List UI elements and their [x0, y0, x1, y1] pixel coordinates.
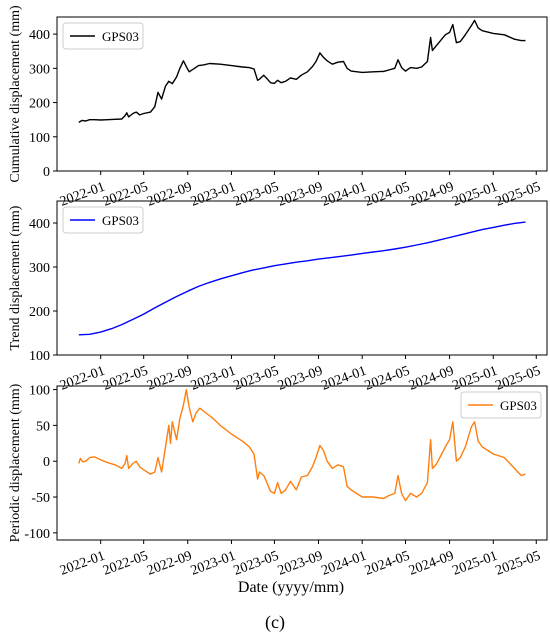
- x-tick-label: 2025-05: [494, 180, 543, 210]
- x-tick-label: 2023-01: [189, 549, 238, 579]
- x-tick-label: 2024-01: [320, 364, 369, 394]
- axes-frame: [56, 200, 548, 356]
- axes-frame: [56, 385, 548, 541]
- series-line-gps03: [78, 19, 526, 123]
- figure-caption: (c): [265, 612, 285, 633]
- x-tick-label: 2022-05: [101, 180, 150, 210]
- x-tick-label: 2023-01: [189, 364, 238, 394]
- y-tick-label: 200: [29, 97, 50, 112]
- x-tick-label: 2023-05: [232, 180, 281, 210]
- y-tick-label: 400: [29, 217, 50, 232]
- series-line-gps03: [78, 388, 526, 502]
- y-tick-label: 100: [29, 131, 50, 146]
- y-axis-label: Cumulative displacement (mm): [8, 5, 23, 183]
- x-tick-label: 2023-05: [232, 364, 281, 394]
- y-tick-label: 100: [29, 384, 50, 399]
- y-tick-label: 300: [29, 261, 50, 276]
- y-axis-label: Trend displacement (mm): [8, 205, 23, 350]
- y-tick-label: 50: [36, 419, 50, 434]
- y-tick-label: 0: [43, 455, 50, 470]
- x-tick-label: 2024-05: [363, 180, 412, 210]
- x-tick-label: 2022-09: [145, 549, 194, 579]
- x-tick-label: 2023-05: [232, 549, 281, 579]
- x-tick-label: 2024-01: [320, 549, 369, 579]
- legend-box: [62, 22, 144, 50]
- x-tick-label: 2024-01: [320, 180, 369, 210]
- x-axis-label: Date (yyyy/mm): [238, 579, 344, 596]
- y-tick-label: 400: [29, 28, 50, 43]
- y-tick-label: -50: [31, 491, 50, 506]
- x-tick-label: 2023-01: [189, 180, 238, 210]
- x-tick-label: 2022-01: [58, 549, 107, 579]
- x-tick-label: 2025-01: [451, 549, 500, 579]
- y-axis-label: Periodic displacement (mm): [8, 383, 23, 542]
- y-tick-label: -100: [24, 527, 50, 542]
- legend-label: GPS03: [102, 213, 139, 228]
- x-tick-label: 2025-05: [494, 364, 543, 394]
- x-tick-label: 2023-09: [276, 180, 325, 210]
- y-tick-label: 200: [29, 305, 50, 320]
- x-tick-label: 2022-05: [101, 364, 150, 394]
- y-tick-label: 0: [43, 165, 50, 180]
- x-tick-label: 2023-09: [276, 364, 325, 394]
- legend-label: GPS03: [102, 29, 139, 44]
- x-tick-label: 2024-05: [363, 364, 412, 394]
- x-tick-label: 2025-01: [451, 364, 500, 394]
- x-tick-label: 2022-09: [145, 180, 194, 210]
- x-tick-label: 2024-09: [407, 364, 456, 394]
- legend-box: [460, 391, 542, 419]
- x-tick-label: 2025-05: [494, 549, 543, 579]
- x-tick-label: 2023-09: [276, 549, 325, 579]
- x-tick-label: 2022-01: [58, 364, 107, 394]
- x-tick-label: 2024-05: [363, 549, 412, 579]
- y-tick-label: 100: [29, 349, 50, 364]
- x-tick-label: 2024-09: [407, 180, 456, 210]
- x-tick-label: 2022-05: [101, 549, 150, 579]
- axes-frame: [56, 16, 548, 172]
- x-tick-label: 2025-01: [451, 180, 500, 210]
- series-line-gps03: [78, 221, 526, 336]
- x-tick-label: 2024-09: [407, 549, 456, 579]
- legend-box: [62, 206, 144, 234]
- legend-label: GPS03: [500, 398, 537, 413]
- y-tick-label: 300: [29, 62, 50, 77]
- x-tick-label: 2022-01: [58, 180, 107, 210]
